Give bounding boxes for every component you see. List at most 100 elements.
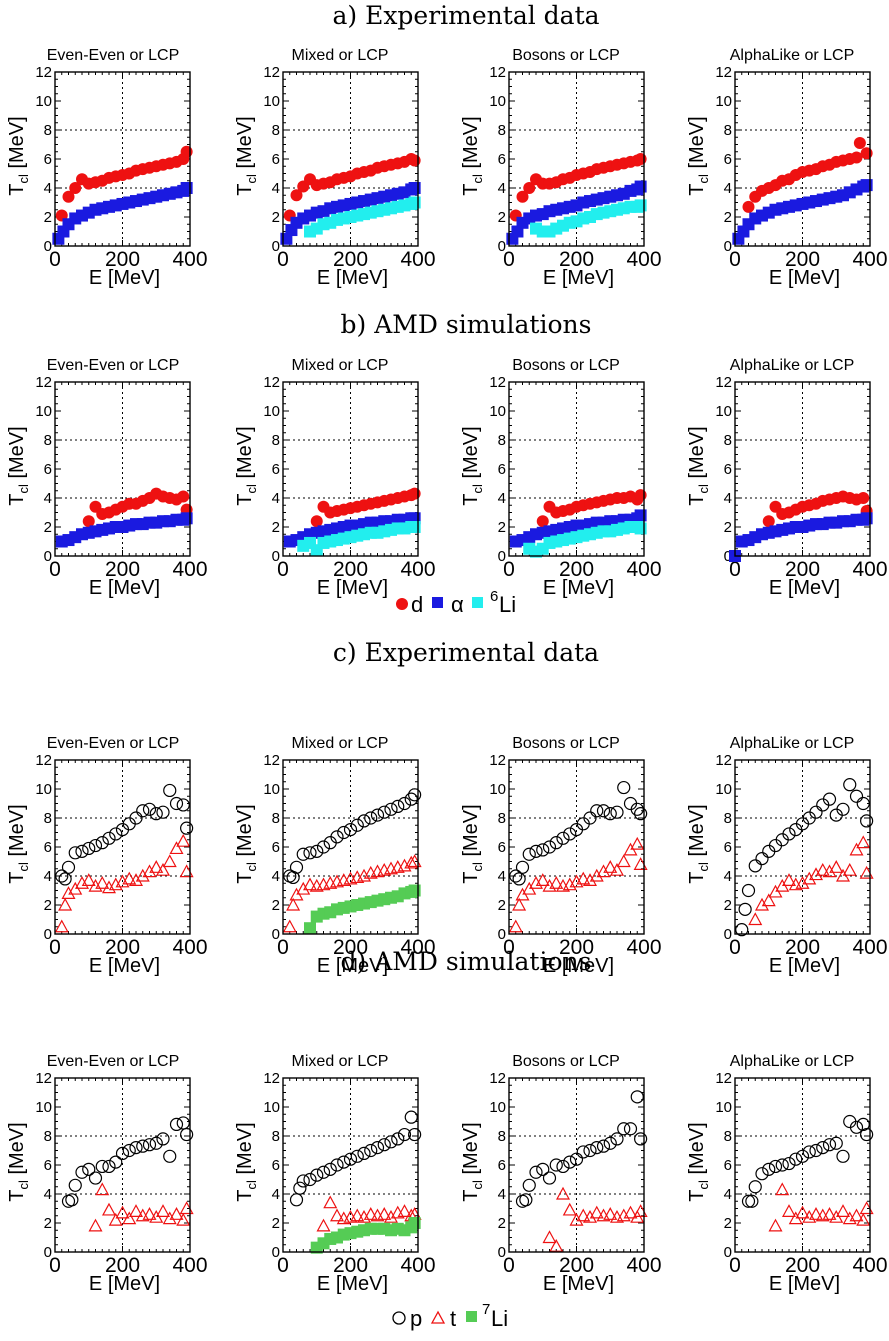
legend-li6-marker	[472, 597, 483, 608]
point-p	[529, 1165, 543, 1179]
point-p	[748, 1180, 762, 1194]
point-p	[384, 802, 398, 816]
y-tick-label: 0	[272, 238, 280, 255]
point-p	[303, 1172, 317, 1187]
point-p	[836, 802, 850, 816]
point-t	[128, 1204, 144, 1218]
point-p	[149, 807, 163, 821]
y-tick-label: 2	[272, 209, 280, 226]
panel-d-1: Even-Even or LCP 0 2 4 6 8 10 12 0 200 400 E [MeV] T…	[6, 1053, 208, 1295]
y-tick-label: 0	[498, 1244, 506, 1261]
panel-c-3: Bosons or LCP 0 2 4 6 8 10 12 0 200 400 E [MeV] Tcl …	[460, 735, 662, 977]
point-p	[169, 1117, 184, 1132]
y-tick-label: 10	[489, 1099, 506, 1116]
point-p	[286, 870, 300, 885]
point-α	[860, 179, 873, 192]
series-t	[748, 835, 874, 926]
y-tick-label: 10	[263, 93, 280, 110]
point-t	[108, 877, 123, 891]
point-p	[370, 1140, 385, 1155]
y-tick-label: 4	[498, 490, 506, 507]
legend-d-marker	[396, 598, 408, 610]
point-t	[512, 897, 527, 911]
panel-title: Mixed or LCP	[292, 47, 389, 64]
x-tick-label: 200	[105, 936, 140, 959]
point-t	[859, 1201, 874, 1215]
point-t	[176, 1212, 191, 1226]
point-t	[528, 875, 544, 889]
panel-b-1: Even-Even or LCP 0 2 4 6 8 10 12 0 200 400 E [MeV] T…	[6, 357, 208, 599]
y-tick-label: 12	[263, 374, 280, 391]
legend-t-marker	[430, 1310, 446, 1324]
point-6Li	[408, 196, 421, 209]
y-tick-label: 12	[489, 1070, 506, 1087]
point-t	[589, 1205, 604, 1219]
point-p	[129, 1140, 143, 1155]
plot-frame	[54, 381, 191, 557]
point-p	[630, 802, 644, 816]
point-p	[384, 1135, 398, 1149]
point-p	[596, 1139, 611, 1153]
y-tick-label: 12	[35, 64, 52, 81]
point-t	[101, 880, 117, 894]
y-tick-label: 0	[498, 548, 506, 565]
series-d	[509, 153, 647, 222]
point-t	[407, 854, 422, 868]
point-p	[576, 1145, 590, 1159]
series-t	[316, 1195, 422, 1232]
legend-li6-symbol: Li	[499, 592, 516, 617]
point-p	[623, 1122, 638, 1136]
panel-b-3: Bosons or LCP 0 2 4 6 8 10 12 0 200 400 E [MeV] Tcl …	[460, 357, 662, 599]
x-axis-label: E [MeV]	[317, 1273, 388, 1295]
y-tick-label: 8	[272, 1128, 280, 1145]
panel-title: Mixed or LCP	[292, 357, 389, 374]
point-t	[808, 867, 824, 881]
point-t	[81, 873, 96, 886]
point-t	[316, 1218, 331, 1232]
x-tick-label: 0	[49, 936, 61, 959]
panel-title: Bosons or LCP	[512, 357, 620, 374]
point-p	[856, 796, 870, 811]
x-tick-label: 400	[852, 248, 887, 271]
point-6Li	[634, 199, 647, 212]
point-d	[408, 487, 421, 500]
x-axis-label: E [MeV]	[769, 955, 840, 977]
point-p	[512, 872, 526, 886]
point-p	[816, 1140, 830, 1155]
point-p	[88, 1171, 103, 1185]
x-tick-label: 0	[277, 936, 289, 959]
x-tick-label: 400	[626, 248, 661, 271]
plot-frame	[282, 71, 419, 247]
panel-title: Even-Even or LCP	[47, 1053, 180, 1070]
y-tick-label: 10	[35, 781, 52, 798]
y-axis-label: Tcl [MeV]	[234, 426, 259, 505]
series-d	[310, 487, 421, 528]
plot-frame	[282, 1077, 419, 1253]
point-t	[122, 871, 137, 885]
point-d	[634, 489, 647, 502]
point-t	[849, 842, 864, 856]
point-t	[54, 919, 69, 933]
y-axis-label: Tcl [MeV]	[686, 426, 711, 505]
plot-frame	[734, 759, 871, 935]
point-p	[310, 844, 324, 858]
point-p	[129, 811, 143, 825]
series-p	[289, 1110, 422, 1207]
y-tick-label: 8	[498, 1128, 506, 1145]
y-tick-label: 6	[44, 839, 52, 856]
y-axis-label: Tcl [MeV]	[686, 1122, 711, 1201]
panel-c-2: Mixed or LCP 0 2 4 6 8 10 12 0 200 400 E [MeV] Tcl […	[234, 735, 436, 977]
x-tick-label: 400	[400, 1254, 435, 1277]
point-p	[408, 1127, 422, 1142]
point-t	[101, 1202, 117, 1216]
point-p	[860, 814, 874, 828]
point-p	[364, 1143, 378, 1158]
y-tick-label: 0	[724, 548, 732, 565]
y-tick-label: 10	[715, 93, 732, 110]
y-tick-label: 0	[272, 548, 280, 565]
point-p	[802, 1145, 816, 1159]
point-p	[55, 869, 69, 883]
point-p	[795, 1149, 810, 1163]
y-tick-label: 8	[44, 432, 52, 449]
